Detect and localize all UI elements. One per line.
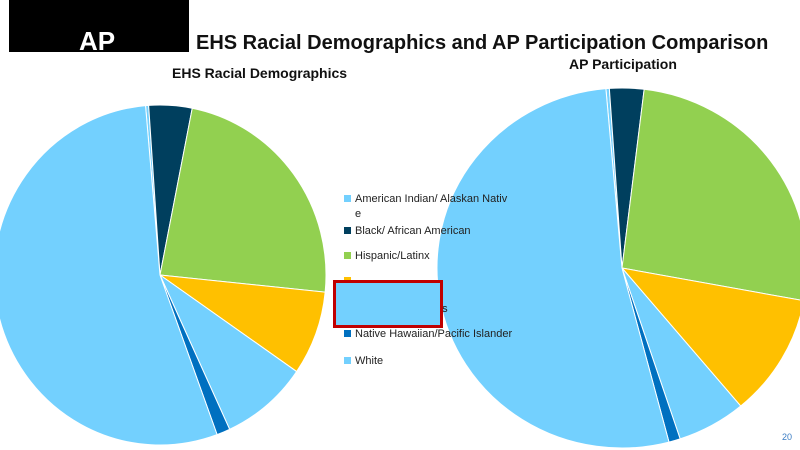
legend-label: Native Hawaiian/Pacific Islander [355,328,513,340]
ap-badge: AP [9,0,189,56]
legend-swatch [344,357,351,364]
ap-badge-text: AP [79,26,116,56]
legend-swatch [344,227,351,234]
right-chart-title: AP Participation [569,56,677,72]
legend-label: American Indian/ Alaskan Nativ e [355,193,508,220]
legend-label: Black/ African American [355,225,471,237]
legend-label: White [355,355,384,367]
highlight-box [333,280,443,328]
page-number: 20 [782,432,793,442]
left-pie-chart [0,104,327,446]
legend-swatch [344,330,351,337]
pie-slice-two-or-more [158,273,298,430]
right-pie-chart [436,87,800,449]
legend-label: es [436,302,604,317]
left-chart-title: EHS Racial Demographics [172,65,348,81]
legend-label: Hispanic/Latinx [355,250,430,262]
legend-swatch [344,252,351,259]
slide-title: EHS Racial Demographics and AP Participa… [196,32,769,54]
pie-slice-white [0,105,218,446]
pie-slice-hispanic [159,107,327,293]
legend-swatch [344,195,351,202]
pie-slice-asian [620,267,800,407]
pie-slice-hispanic [621,88,800,301]
